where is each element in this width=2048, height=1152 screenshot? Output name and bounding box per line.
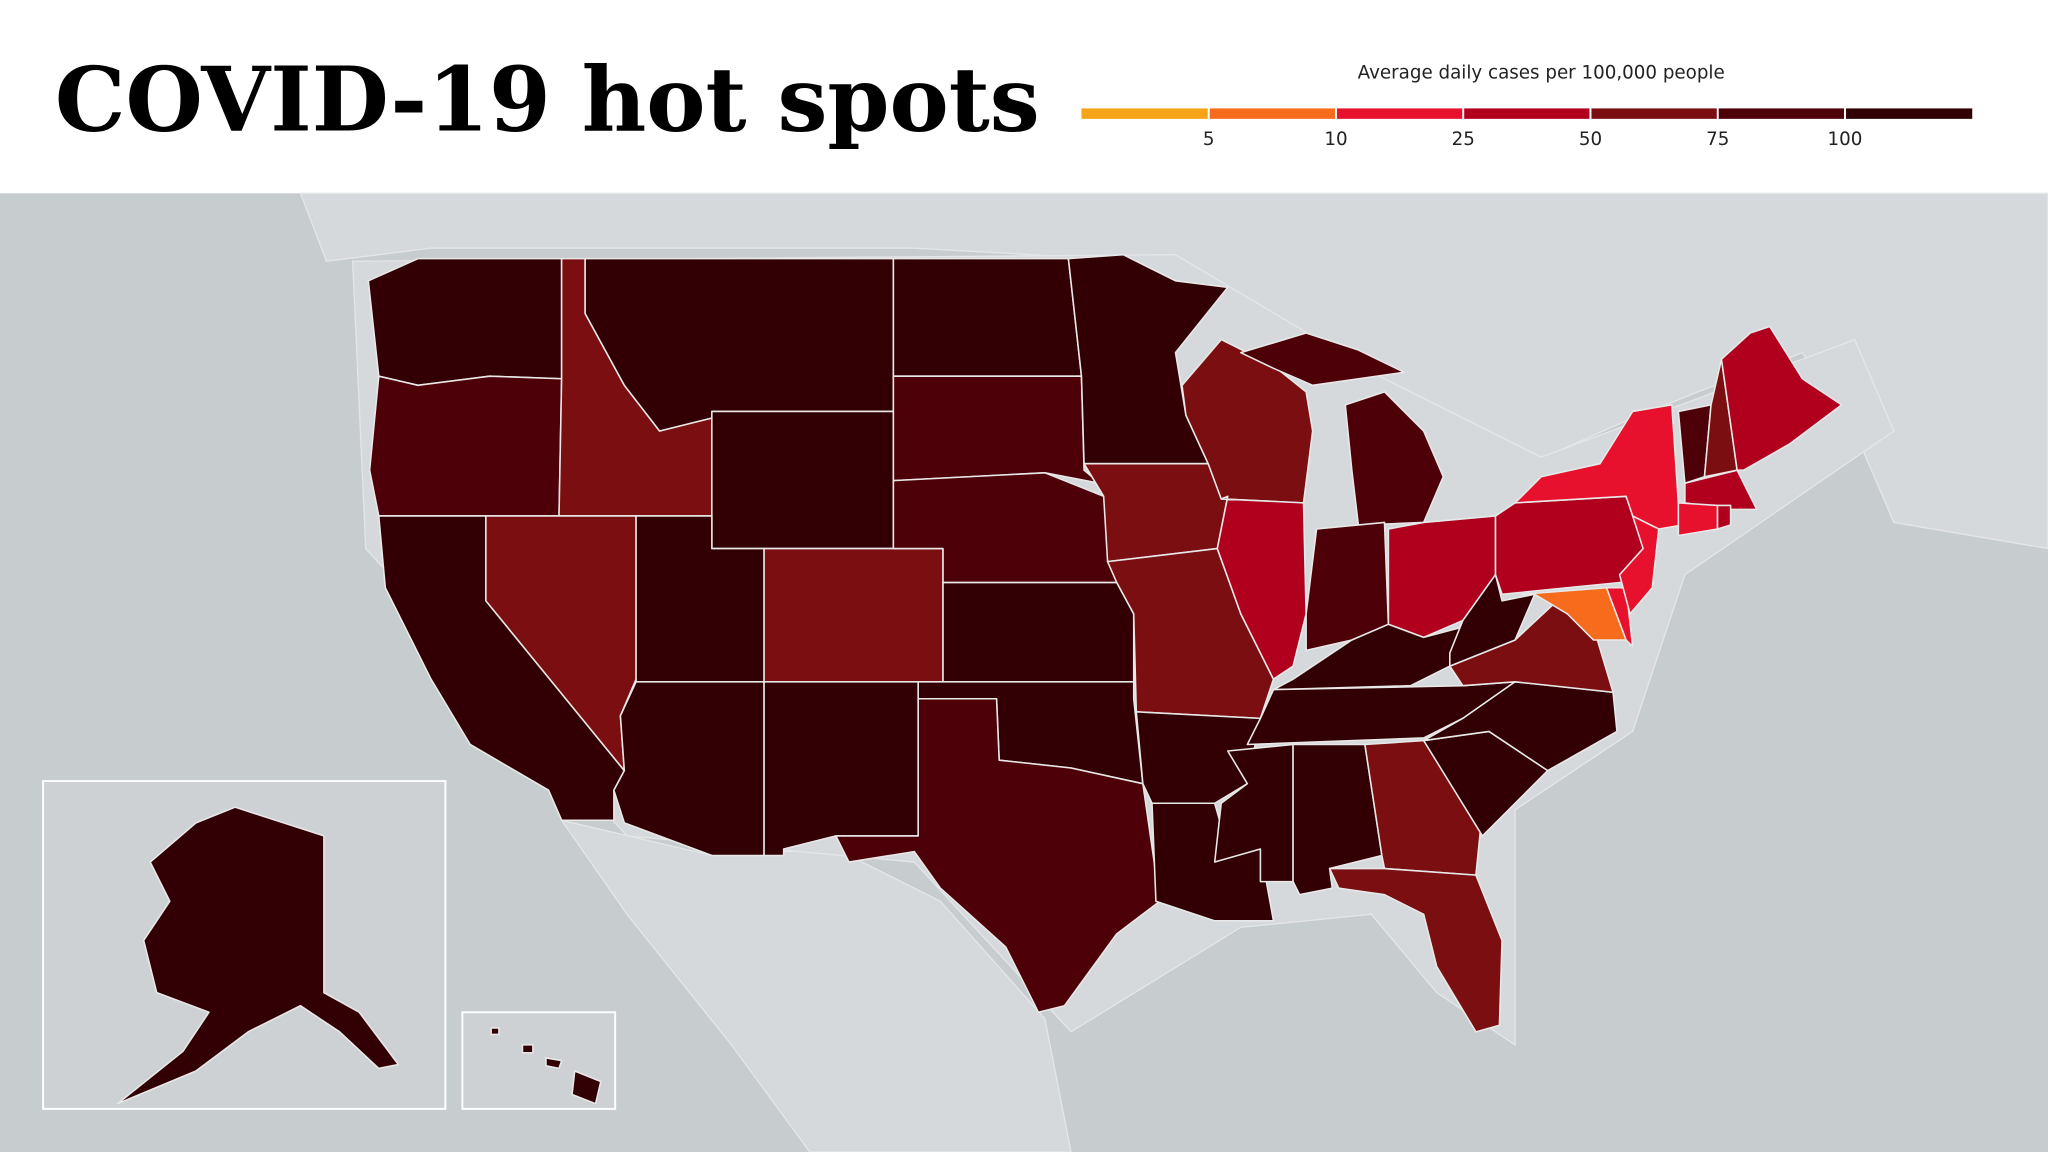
legend-swatch <box>1208 108 1336 119</box>
legend-swatch <box>1335 108 1464 119</box>
state <box>368 375 563 517</box>
legend: 5 10 25 50 75 100 <box>1081 107 1973 150</box>
state <box>1716 504 1732 530</box>
state <box>1328 867 1503 1033</box>
legend-title: Average daily cases per 100,000 people <box>1358 62 1725 83</box>
legend-tick-label: 5 <box>1203 129 1215 150</box>
state <box>763 547 944 683</box>
title: COVID-19 hot spots <box>55 48 1040 152</box>
state <box>892 375 1101 485</box>
states <box>42 253 1843 1110</box>
state <box>490 1027 602 1105</box>
state <box>1677 502 1719 537</box>
state <box>367 257 563 387</box>
state <box>711 410 895 550</box>
state <box>1240 332 1445 526</box>
legend-tick-label: 75 <box>1706 129 1729 150</box>
legend-tick-label: 100 <box>1828 129 1863 150</box>
legend-swatch <box>1844 108 1973 119</box>
legend-swatch <box>1717 108 1845 119</box>
legend-tick-label: 10 <box>1324 129 1347 150</box>
header <box>0 0 2048 194</box>
legend-swatch <box>1590 108 1718 119</box>
state <box>892 257 1083 377</box>
legend-tick-label: 25 <box>1452 129 1475 150</box>
state <box>1605 586 1634 648</box>
state <box>1151 802 1275 922</box>
legend-tick-label: 50 <box>1579 129 1602 150</box>
state <box>1449 602 1614 694</box>
state <box>942 581 1135 683</box>
state <box>763 681 919 857</box>
legend-swatch <box>1081 108 1209 119</box>
state <box>1720 325 1843 471</box>
state <box>1216 495 1307 680</box>
state <box>835 697 1161 1014</box>
state <box>116 806 400 1105</box>
state <box>1067 253 1229 465</box>
legend-swatch <box>1463 108 1591 119</box>
state <box>1684 469 1758 511</box>
